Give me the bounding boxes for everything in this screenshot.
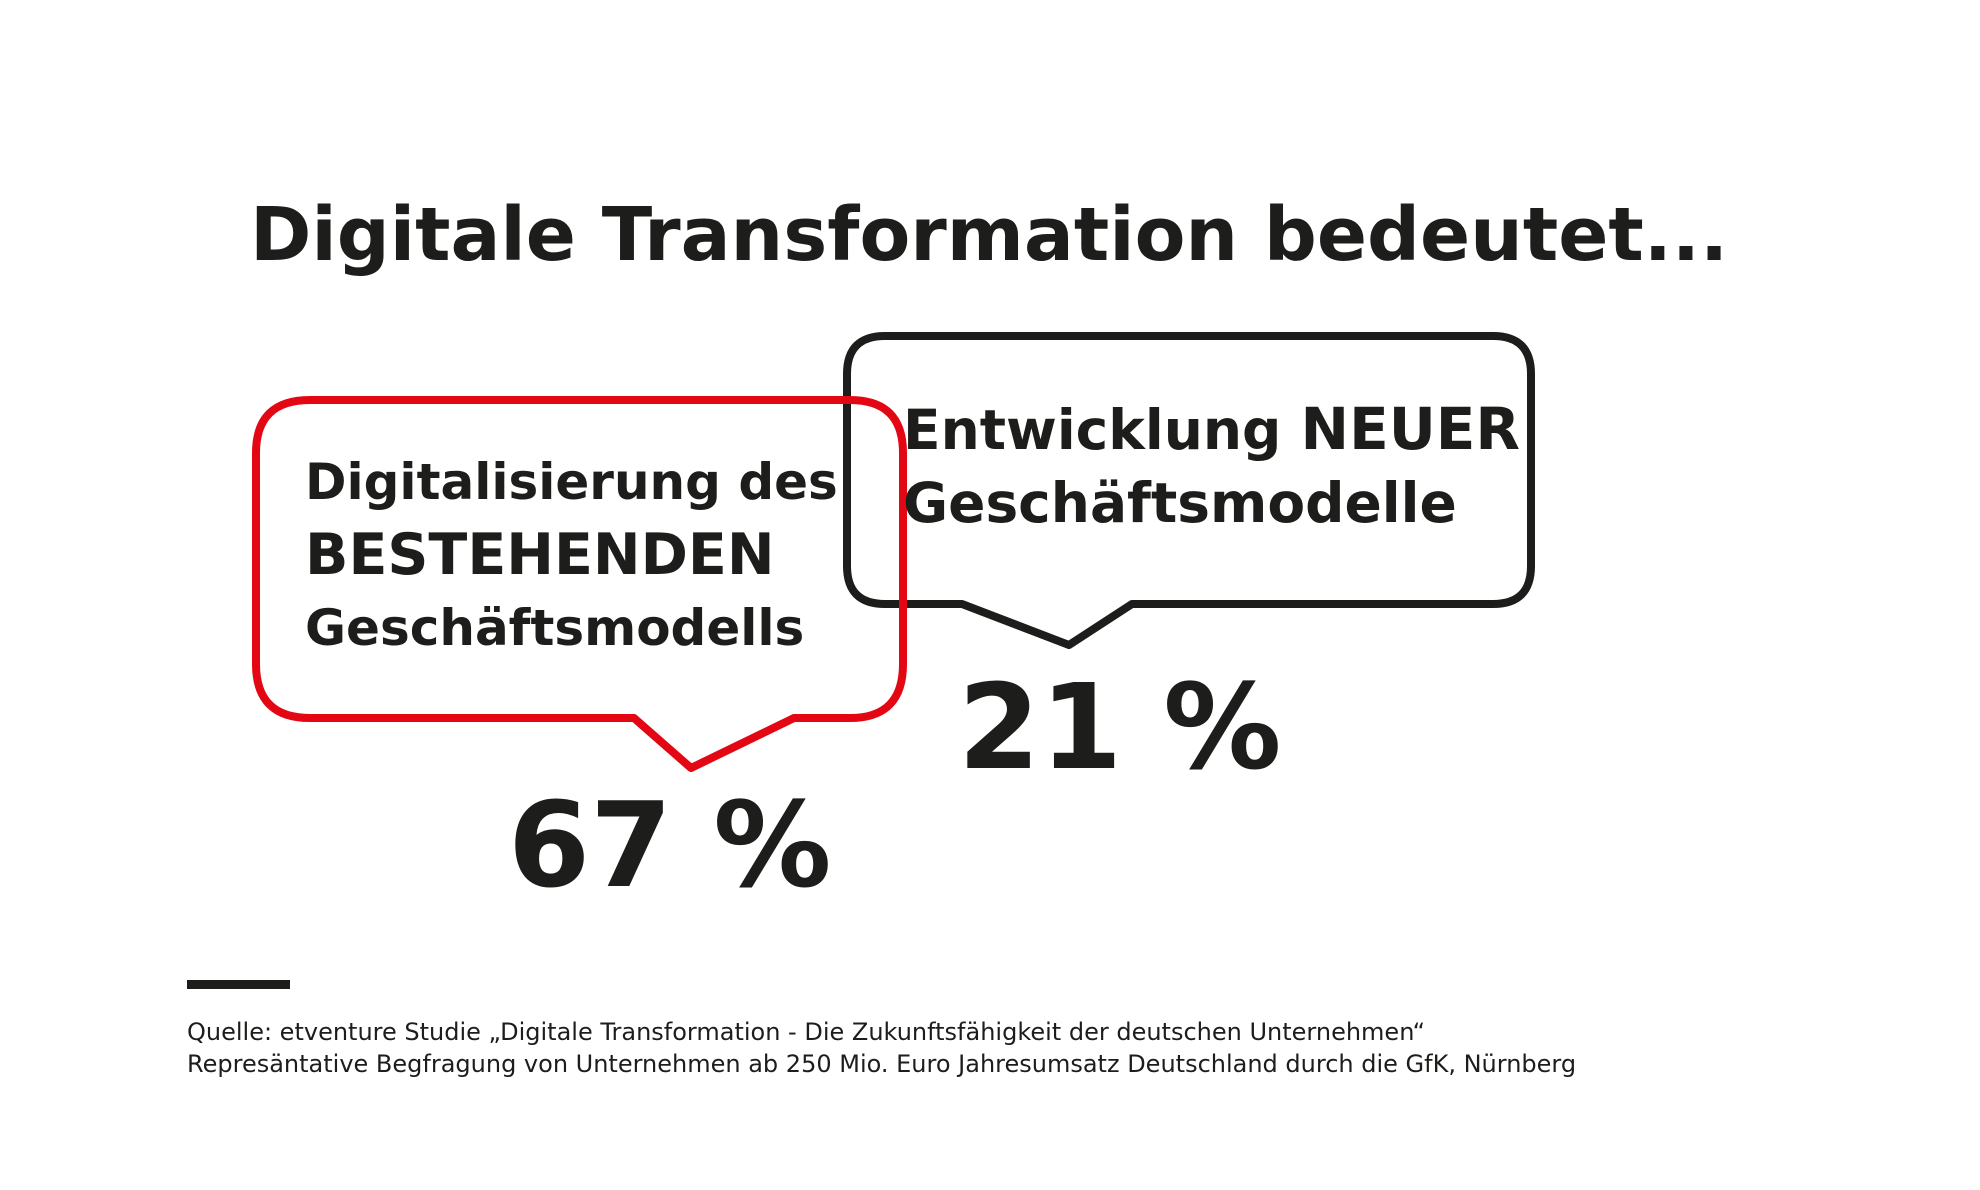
existing-model-line-1: Digitalisierung des	[305, 453, 838, 511]
existing-model-value: 67 %	[508, 776, 832, 914]
page-title: Digitale Transformation bedeutet...	[250, 192, 1729, 278]
new-model-line-2: Geschäftsmodelle	[903, 471, 1457, 535]
existing-model-speech-bubble	[252, 396, 907, 772]
source-line-1: Quelle: etventure Studie „Digitale Trans…	[187, 1018, 1426, 1046]
new-model-speech-bubble	[843, 332, 1535, 649]
existing-model-line-2: BESTEHENDEN	[305, 522, 775, 588]
new-model-label: Entwicklung NEUER Geschäftsmodelle	[903, 393, 1520, 540]
new-model-line-1: Entwicklung NEUER	[903, 393, 1520, 467]
source-note: Quelle: etventure Studie „Digitale Trans…	[187, 1016, 1576, 1080]
source-line-2: Represäntative Begfragung von Unternehme…	[187, 1050, 1577, 1078]
new-model-value: 21 %	[958, 658, 1282, 796]
source-divider	[187, 980, 290, 989]
new-model-line-1-prefix: Entwicklung	[903, 398, 1301, 462]
existing-model-label: Digitalisierung des BESTEHENDEN Geschäft…	[305, 446, 838, 665]
new-model-line-1-emph: NEUER	[1300, 395, 1521, 463]
existing-model-line-3: Geschäftsmodells	[305, 599, 805, 657]
